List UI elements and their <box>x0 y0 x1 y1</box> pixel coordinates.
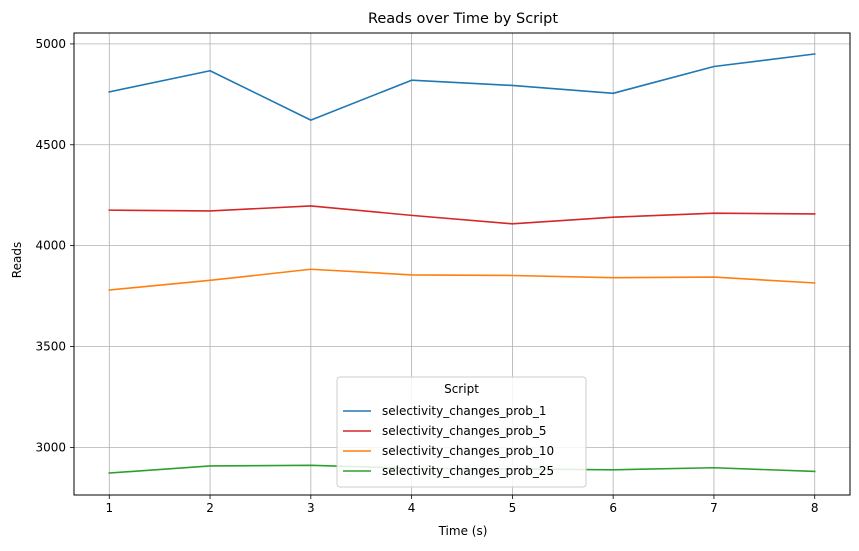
y-axis-label: Reads <box>10 242 24 278</box>
x-tick-label: 5 <box>509 501 517 515</box>
x-tick-label: 8 <box>811 501 819 515</box>
x-axis-label: Time (s) <box>438 524 488 538</box>
y-tick-label: 4000 <box>35 239 66 253</box>
y-axis-ticks: 3000 3500 4000 4500 5000 <box>35 37 74 454</box>
plot-area-frame <box>73 32 851 496</box>
legend-title: Script <box>444 382 479 396</box>
legend-label: selectivity_changes_prob_10 <box>382 444 554 458</box>
y-tick-label: 3500 <box>35 340 66 354</box>
y-tick-label: 4500 <box>35 138 66 152</box>
x-tick-label: 3 <box>307 501 315 515</box>
y-tick-label: 5000 <box>35 37 66 51</box>
chart-title: Reads over Time by Script <box>368 11 558 27</box>
series-line <box>108 268 816 291</box>
x-axis-ticks: 1 2 3 4 5 6 7 8 <box>105 495 819 515</box>
legend-items: selectivity_changes_prob_1 selectivity_ch… <box>343 404 554 478</box>
legend-label: selectivity_changes_prob_25 <box>382 464 554 478</box>
legend-label: selectivity_changes_prob_5 <box>382 424 547 438</box>
x-tick-label: 7 <box>710 501 718 515</box>
x-tick-label: 2 <box>206 501 214 515</box>
x-tick-label: 4 <box>408 501 416 515</box>
x-tick-label: 1 <box>105 501 113 515</box>
y-tick-label: 3000 <box>35 440 66 454</box>
x-tick-label: 6 <box>609 501 617 515</box>
series-line <box>108 205 816 225</box>
legend-box <box>336 376 587 488</box>
legend-label: selectivity_changes_prob_1 <box>382 404 547 418</box>
series-line <box>108 53 816 121</box>
legend: Script selectivity_changes_prob_1selecti… <box>336 376 587 488</box>
